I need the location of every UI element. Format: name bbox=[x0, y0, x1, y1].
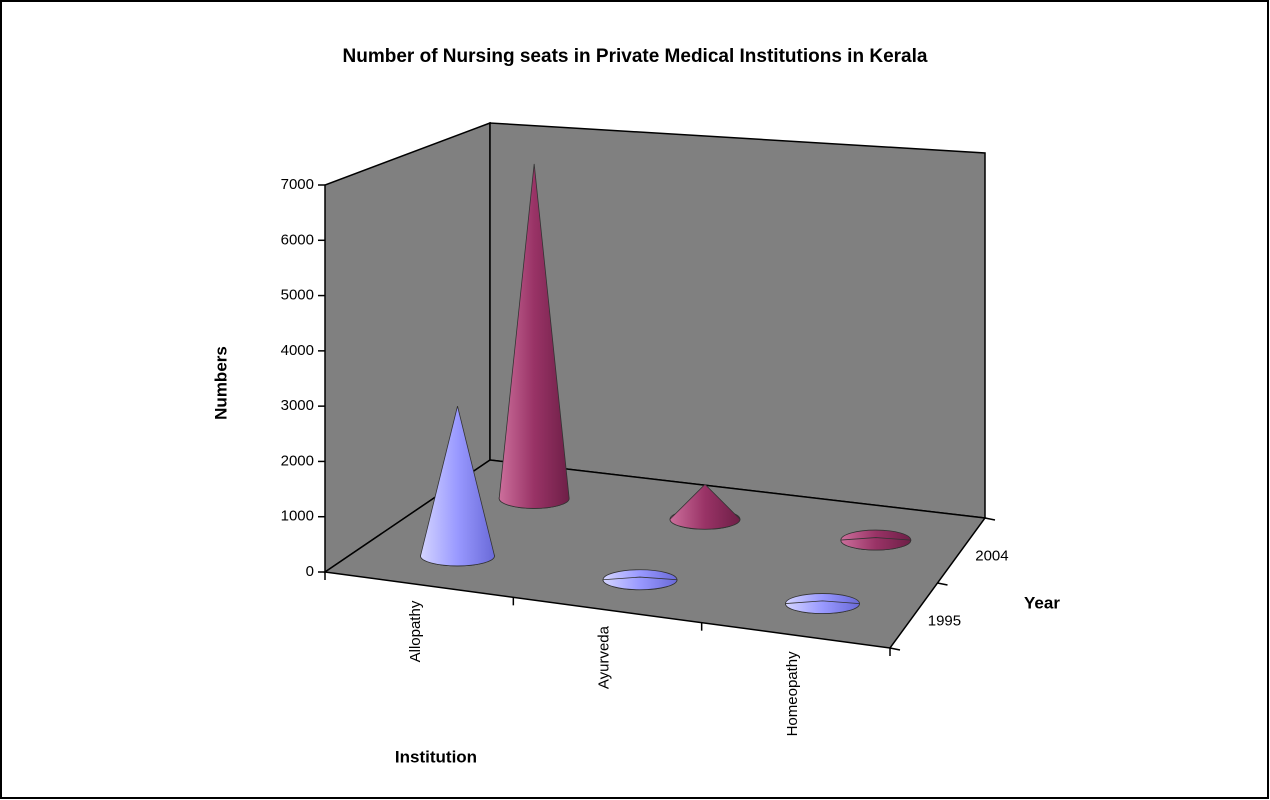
y-tick-label: 0 bbox=[306, 563, 314, 580]
y-tick-label: 4000 bbox=[281, 342, 314, 359]
cone bbox=[420, 406, 495, 567]
cone-body bbox=[498, 163, 570, 509]
z-tick-label: 2004 bbox=[975, 547, 1008, 564]
cone bbox=[669, 483, 741, 530]
y-tick-label: 1000 bbox=[281, 508, 314, 525]
cone-body bbox=[602, 576, 678, 591]
y-tick-label: 7000 bbox=[281, 176, 314, 193]
cone-body bbox=[420, 406, 495, 567]
cone-body bbox=[840, 537, 912, 551]
x-tick-label: Ayurveda bbox=[595, 625, 612, 689]
x-tick-label: Homeopathy bbox=[784, 651, 801, 737]
x-tick-label: Allopathy bbox=[407, 600, 424, 662]
x-axis-title: Institution bbox=[395, 747, 477, 766]
cone bbox=[840, 529, 912, 551]
y-tick-label: 2000 bbox=[281, 452, 314, 469]
y-tick-label: 6000 bbox=[281, 231, 314, 248]
z-axis-title: Year bbox=[1024, 593, 1060, 612]
z-tick-label: 1995 bbox=[928, 612, 961, 629]
chart-title: Number of Nursing seats in Private Medic… bbox=[343, 46, 928, 67]
cone bbox=[602, 569, 678, 591]
cone bbox=[498, 163, 570, 509]
z-tick bbox=[984, 517, 996, 521]
y-axis-title: Numbers bbox=[211, 346, 230, 420]
cone bbox=[785, 593, 860, 614]
cone-body bbox=[669, 483, 741, 530]
cone-body bbox=[785, 600, 860, 614]
y-tick-label: 3000 bbox=[281, 397, 314, 414]
z-tick bbox=[937, 582, 948, 586]
z-tick bbox=[889, 647, 901, 651]
y-tick-label: 5000 bbox=[281, 287, 314, 304]
